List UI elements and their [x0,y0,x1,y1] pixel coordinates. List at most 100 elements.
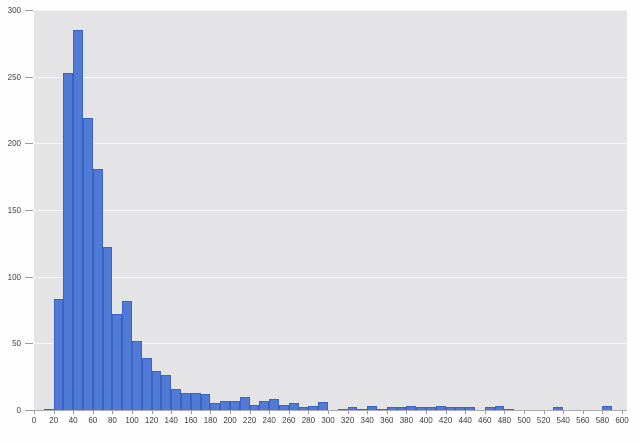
histogram-bar [132,340,142,410]
x-tick [92,411,94,414]
x-tick [230,411,231,414]
histogram-bar [269,399,279,410]
y-axis-label: 50 [12,339,21,349]
x-tick [171,411,173,414]
x-axis-label: 200 [223,416,237,425]
x-axis-label: 340 [360,416,374,425]
histogram-bar [200,394,211,410]
histogram-bar [63,72,74,410]
y-tick [25,76,33,78]
x-axis-label: 220 [242,416,257,425]
x-tick [504,411,506,414]
x-tick [53,411,55,414]
histogram-bar [602,406,613,410]
x-axis-line [26,410,627,411]
histogram-bar [161,375,172,410]
gridline [34,276,627,278]
x-tick [445,411,447,414]
histogram-bar [396,407,407,410]
histogram-bar [83,118,93,410]
y-tick [25,276,33,278]
y-axis-label: 0 [16,406,21,415]
x-axis-label: 100 [125,416,139,425]
x-axis-label: 380 [399,416,414,425]
x-axis-label: 460 [478,416,492,425]
histogram-bar [298,407,309,410]
histogram-bar [190,392,201,410]
histogram-bar [337,408,348,410]
x-tick [269,411,271,414]
histogram-bar [377,408,387,410]
histogram-bar [504,408,515,410]
gridline [34,76,627,78]
x-axis-label: 60 [88,416,98,425]
y-axis-label: 150 [7,206,21,215]
gridline [34,343,627,345]
x-tick [132,411,133,414]
x-axis-label: 360 [380,416,394,425]
x-tick [602,411,604,414]
histogram-bar [435,406,446,410]
x-tick [622,411,623,414]
x-tick [34,411,35,414]
x-axis-label: 520 [536,416,551,425]
x-tick [151,411,153,414]
x-tick [563,411,565,414]
histogram-bar [210,403,221,410]
histogram-bar [239,396,250,410]
x-axis-label: 500 [517,416,531,425]
histogram-bar [367,406,377,410]
x-tick [288,411,290,414]
x-tick [386,411,388,414]
x-axis-label: 300 [321,416,335,425]
histogram-bar [73,30,83,410]
x-tick [190,411,192,414]
x-tick [582,411,584,414]
histogram-bar [181,392,191,410]
x-tick [543,411,545,414]
histogram-bar [347,407,358,410]
x-axis-label: 180 [203,416,218,425]
y-axis-label: 250 [7,72,21,82]
histogram-bar [249,404,260,410]
x-axis-label: 280 [301,416,316,425]
y-tick [25,143,33,145]
gridline [34,10,627,11]
x-axis-label: 40 [68,416,78,425]
histogram-bar [386,407,397,410]
x-tick [210,411,212,414]
gridline [34,210,627,211]
x-tick [347,411,349,414]
histogram-bar [445,407,456,410]
x-axis-label: 560 [576,416,590,425]
histogram-bar [406,406,417,410]
y-axis-label: 300 [7,6,21,15]
x-tick [484,411,486,414]
histogram-bar [553,407,564,410]
x-tick [328,411,329,414]
x-axis-label: 260 [282,416,296,425]
histogram-bar [426,407,436,410]
histogram-bar [112,314,123,410]
x-axis-label: 420 [438,416,453,425]
histogram-bar [92,168,103,410]
histogram-bar [151,371,162,410]
histogram-bar [171,388,181,410]
histogram-bar [288,403,299,410]
x-axis-label: 240 [262,416,276,425]
x-axis-label: 320 [340,416,355,425]
x-axis-label: 120 [144,416,159,425]
histogram-bar [220,400,230,410]
x-tick [465,411,467,414]
x-axis-label: 20 [49,416,59,425]
x-axis-label: 580 [595,416,610,425]
y-tick [25,343,33,345]
x-tick [249,411,251,414]
x-tick [524,411,525,414]
histogram-bar [357,408,368,410]
x-axis-label: 440 [458,416,472,425]
histogram-bar [53,299,64,410]
plot-area [34,10,627,410]
y-tick [25,10,33,11]
